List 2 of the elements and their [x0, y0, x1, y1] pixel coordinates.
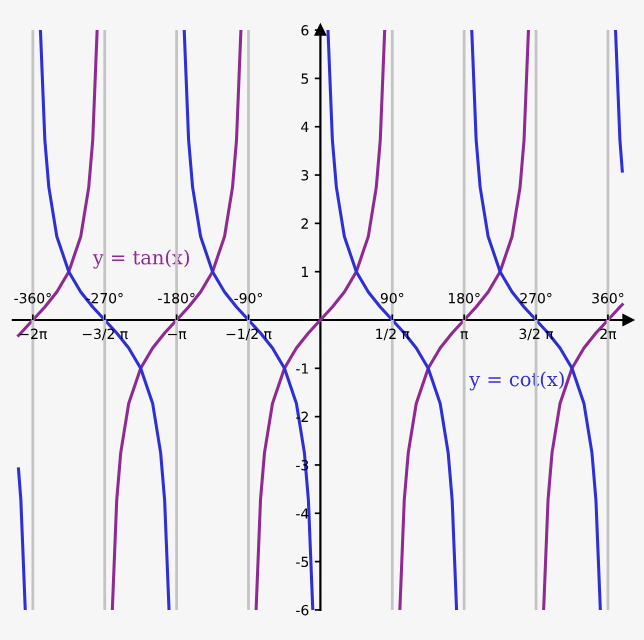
- series-label: y = tan(x): [92, 249, 189, 269]
- series-label: y = cot(x): [469, 371, 564, 391]
